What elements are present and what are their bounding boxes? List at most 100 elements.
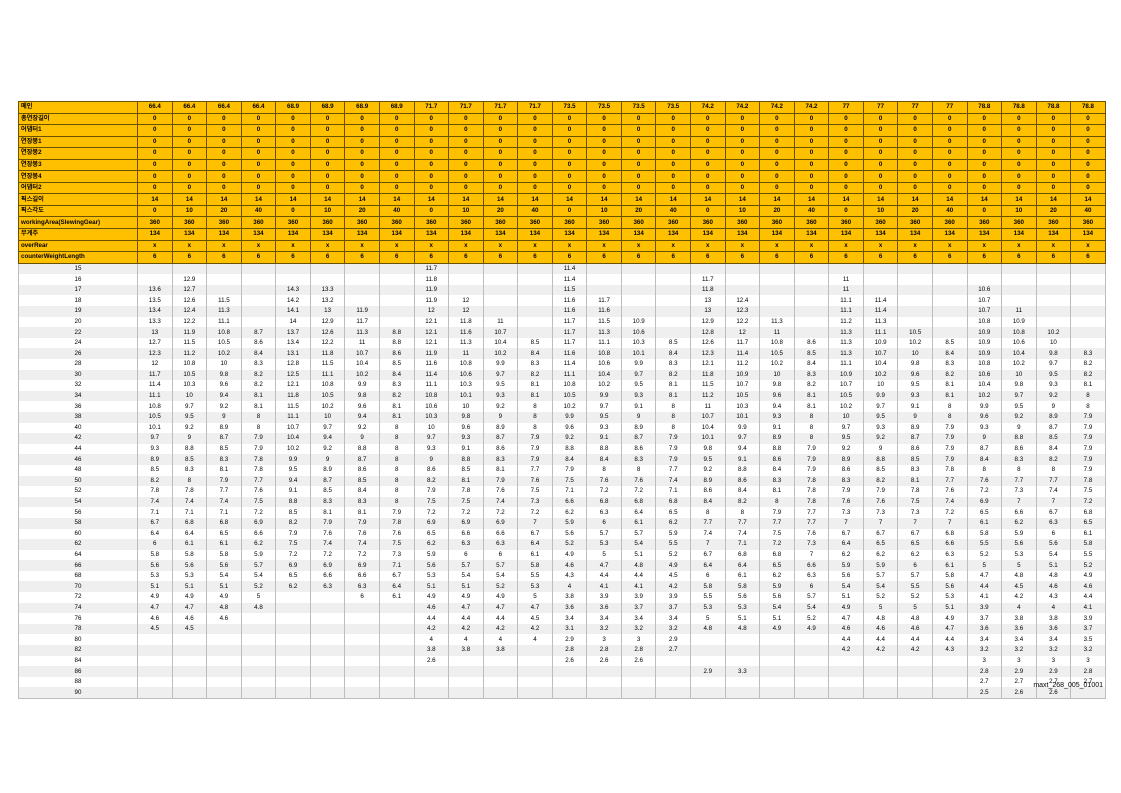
header-cell: 68.9 [344, 101, 380, 114]
load-cell: 8.6 [759, 454, 795, 465]
header-cell: 14 [1070, 193, 1106, 206]
load-cell: 6.3 [344, 581, 380, 593]
load-cell: 4.2 [413, 623, 449, 635]
radius-label: 50 [18, 475, 138, 487]
load-cell: 5.9 [1001, 528, 1037, 540]
header-cell: 0 [171, 158, 208, 172]
header-cell: 66.4 [137, 101, 173, 114]
load-cell [137, 645, 173, 656]
load-cell: 4.6 [206, 613, 242, 624]
load-cell: 3.5 [1070, 634, 1106, 646]
header-cell: 134 [206, 228, 242, 241]
load-cell: 11.9 [413, 284, 449, 296]
load-cell: 14.2 [275, 295, 311, 307]
load-cell: 2.6 [1035, 687, 1071, 700]
radius-label: 66 [18, 560, 138, 571]
load-cell: 8.1 [655, 380, 691, 391]
header-cell: 0 [482, 147, 519, 160]
header-cell: 71.7 [413, 101, 450, 114]
table-row: 16 12.9 11.8 11.4 11.7 11 [18, 274, 1106, 285]
radius-label: 80 [18, 634, 138, 646]
load-cell: 9.5 [586, 411, 622, 423]
header-cell: 0 [551, 147, 588, 160]
load-cell: 11.6 [551, 295, 587, 307]
load-cell: 8.4 [378, 369, 414, 381]
header-cell: 0 [482, 158, 519, 172]
load-cell [206, 274, 242, 285]
header-cell: 0 [690, 158, 726, 172]
load-cell: 6.3 [482, 539, 518, 550]
load-cell: 8.1 [931, 390, 967, 402]
load-cell: 8.7 [344, 454, 380, 465]
radius-label: 18 [18, 295, 138, 307]
load-cell: 12.1 [275, 380, 311, 391]
load-cell: 8.8 [759, 443, 795, 455]
load-cell: 9 [344, 433, 380, 444]
load-cell: 12.6 [171, 295, 207, 307]
load-cell: 2.6 [551, 655, 587, 667]
load-cell: 8 [655, 422, 691, 434]
radius-label: 52 [18, 486, 138, 497]
load-cell: 9.3 [862, 422, 898, 434]
load-cell [897, 666, 933, 677]
load-cell: 11.8 [690, 369, 726, 381]
load-cell [206, 655, 242, 667]
load-cell [759, 284, 795, 296]
load-cell: 4.8 [1035, 570, 1071, 582]
header-cell: x [931, 239, 968, 253]
load-cell: 8.3 [206, 454, 242, 465]
load-cell: 2.6 [620, 655, 656, 667]
load-cell: 9.6 [448, 422, 484, 434]
load-cell: 10.2 [1035, 327, 1071, 338]
load-cell: 10.7 [690, 411, 726, 423]
header-cell: x [655, 239, 691, 253]
load-cell: 8 [240, 411, 276, 423]
header-cell: 77 [862, 101, 899, 114]
load-cell: 7.9 [862, 486, 898, 497]
header-cell: 0 [171, 135, 208, 149]
header-cell: 0 [1001, 112, 1037, 126]
load-cell: 9.2 [862, 433, 898, 444]
header-cell: 0 [897, 112, 933, 126]
load-cell: 5.4 [828, 581, 864, 593]
load-cell: 9.9 [966, 401, 1002, 412]
load-cell: 11.7 [551, 316, 587, 328]
load-cell [1070, 274, 1106, 285]
load-cell: 9.4 [724, 443, 760, 455]
load-cell: 13 [690, 295, 726, 307]
load-cell [793, 634, 829, 646]
load-cell: 6.1 [378, 592, 414, 603]
header-row: 무게주 134 134 134 134 134 134 134 134 134 134 134 134 1… [18, 228, 1106, 241]
header-cell: 0 [862, 112, 899, 126]
header-cell: 360 [309, 216, 346, 229]
header-cell: 0 [620, 158, 657, 172]
load-cell: 8 [620, 464, 656, 476]
load-cell: 3.9 [655, 592, 691, 603]
load-cell: 6.9 [966, 496, 1002, 508]
header-cell: 0 [828, 158, 864, 172]
header-cell: 14 [171, 193, 208, 206]
header-cell: 0 [586, 147, 622, 160]
load-cell: 8.3 [1001, 454, 1037, 465]
load-cell [655, 655, 691, 667]
header-cell: 134 [240, 228, 277, 241]
load-cell: 7.2 [931, 507, 967, 518]
load-cell: 9.2 [690, 464, 726, 476]
load-cell: 6.8 [171, 517, 207, 529]
load-cell: 6.1 [171, 539, 207, 550]
load-cell: 11.7 [586, 295, 622, 307]
load-cell: 8 [690, 507, 726, 518]
load-cell: 5.9 [240, 549, 276, 561]
load-cell: 8.4 [931, 348, 967, 359]
load-cell [1070, 687, 1106, 700]
load-cell: 9 [620, 411, 656, 423]
header-cell: 40 [931, 204, 968, 218]
load-cell [344, 295, 380, 307]
load-cell: 5.5 [690, 592, 726, 603]
load-cell: 5.9 [655, 528, 691, 540]
header-cell: 0 [862, 147, 899, 160]
load-cell [448, 666, 484, 677]
load-cell [586, 666, 622, 677]
load-cell: 5.1 [448, 581, 484, 593]
load-cell: 11.8 [690, 284, 726, 296]
